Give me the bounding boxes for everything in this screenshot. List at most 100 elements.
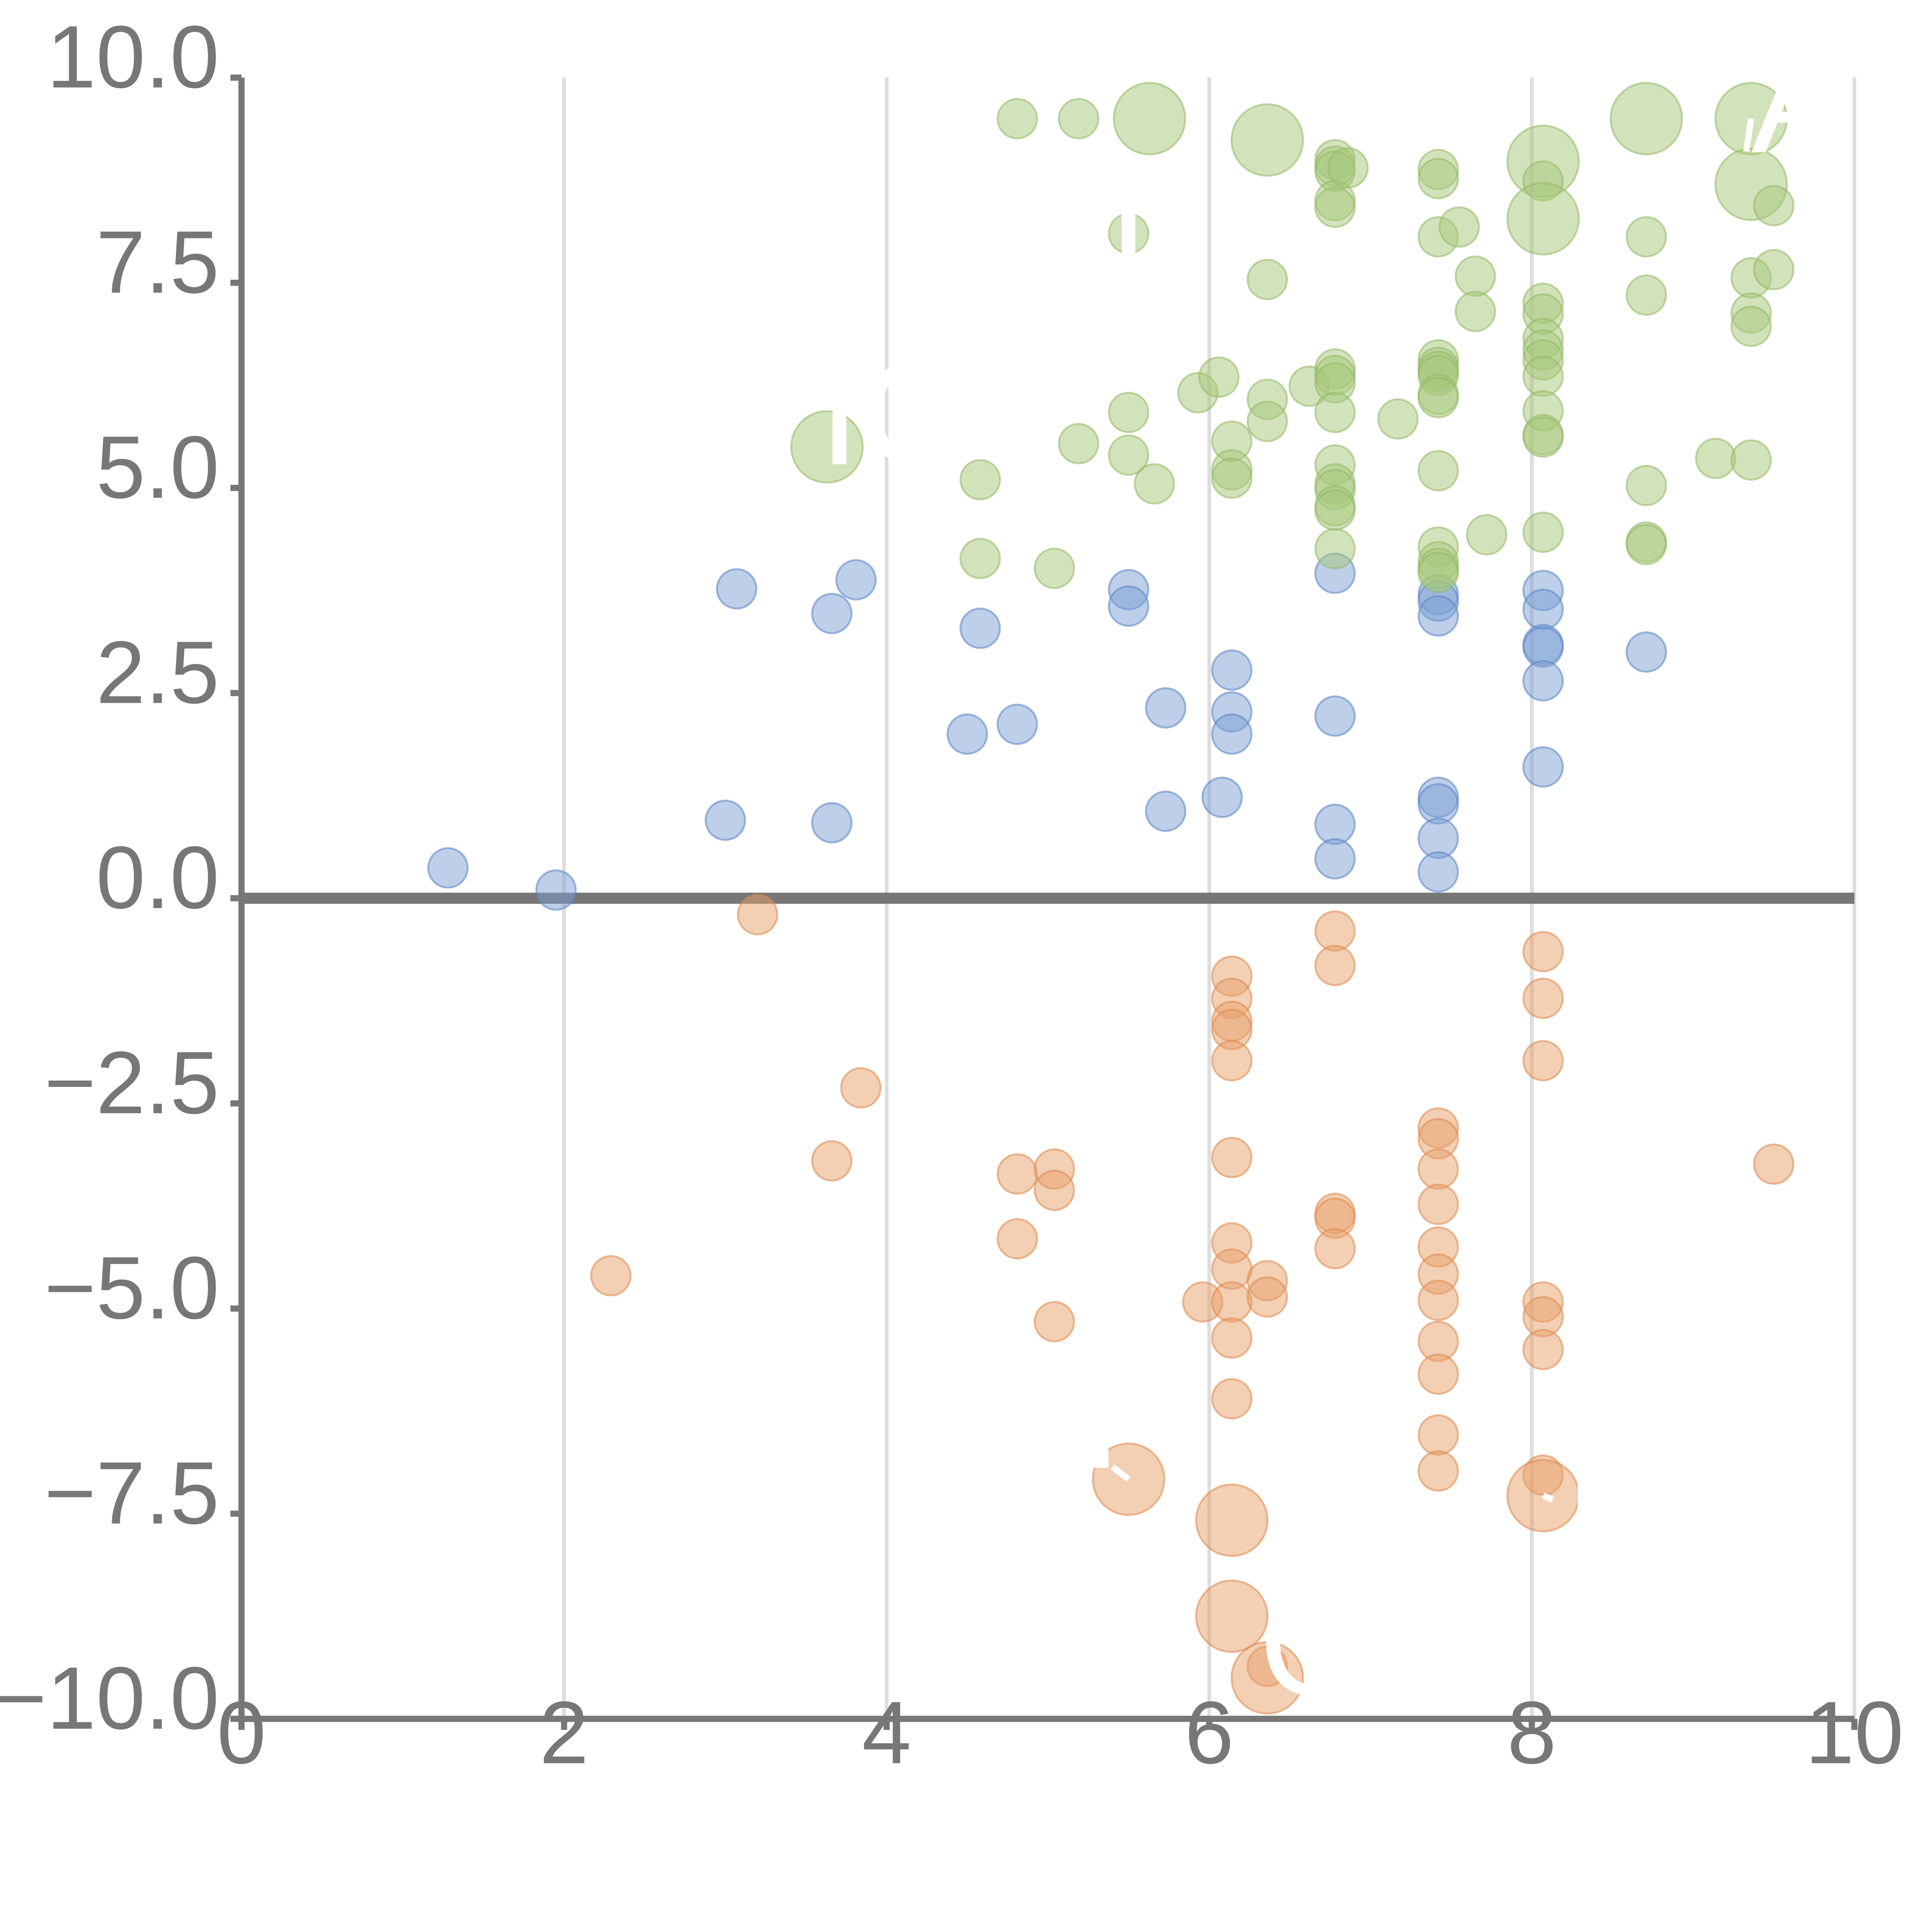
blue-bubble — [811, 593, 853, 634]
orange-bubble — [1195, 1483, 1269, 1557]
green-bubble — [1247, 259, 1288, 300]
green-bubble — [1058, 98, 1099, 139]
green-bubble — [1695, 437, 1736, 479]
callout-label: T — [1083, 126, 1174, 291]
data-points — [427, 82, 1794, 1715]
y-tick-label: 7.5 — [96, 212, 219, 311]
blue-bubble — [1626, 631, 1667, 673]
x-tick-label: 10 — [1805, 1683, 1903, 1782]
orange-bubble — [1417, 1450, 1459, 1492]
orange-bubble — [1417, 1148, 1459, 1190]
callout-label: O — [1259, 1562, 1374, 1727]
green-bubble — [1112, 82, 1187, 156]
green-bubble — [1506, 182, 1580, 256]
orange-bubble — [1034, 1170, 1075, 1211]
blue-bubble — [997, 703, 1038, 745]
blue-bubble — [1211, 649, 1253, 691]
orange-bubble — [1211, 1137, 1253, 1179]
blue-bubble — [427, 847, 469, 889]
blue-bubble — [811, 802, 853, 844]
orange-bubble — [1211, 1040, 1253, 1082]
y-tick-label: 10.0 — [47, 7, 219, 106]
blue-bubble — [959, 607, 1001, 649]
green-bubble — [1108, 434, 1150, 476]
blue-bubble — [946, 713, 988, 755]
orange-bubble — [590, 1255, 632, 1297]
y-tick-label: 2.5 — [96, 622, 219, 722]
green-bubble — [1626, 524, 1667, 565]
callout-label: N — [1014, 1335, 1121, 1500]
y-tick-label: −7.5 — [44, 1443, 219, 1543]
green-bubble — [1247, 401, 1288, 442]
green-bubble — [1108, 391, 1150, 433]
green-bubble — [1314, 391, 1356, 433]
green-bubble — [1417, 158, 1459, 199]
green-bubble — [1417, 450, 1459, 492]
tick-labels: −10.0 −7.5 −5.0 −2.5 0.0 2.5 5.0 7.5 10.0 0 2 4 6 8 10 — [0, 7, 1904, 1782]
orange-bubble — [1314, 1228, 1356, 1270]
orange-bubble — [1522, 1040, 1564, 1082]
green-bubble — [1230, 103, 1304, 177]
callout-leader — [1542, 1493, 1554, 1503]
blue-bubble — [1108, 585, 1150, 627]
orange-bubble — [1230, 1641, 1304, 1715]
orange-bubble — [811, 1140, 853, 1182]
orange-bubble — [1417, 1279, 1459, 1321]
green-bubble — [1108, 213, 1150, 254]
x-tick-label: 6 — [1185, 1683, 1234, 1782]
green-bubble — [1753, 185, 1794, 226]
blue-bubble — [1417, 595, 1459, 637]
orange-bubble — [1211, 1281, 1253, 1323]
green-bubble — [1626, 274, 1667, 316]
green-bubble — [1314, 489, 1356, 531]
orange-bubble — [1417, 1184, 1459, 1225]
blue-bubble — [1314, 838, 1356, 880]
orange-bubble — [1522, 1329, 1564, 1371]
annotations: IC A E O T N — [819, 19, 1850, 1727]
green-bubble — [1730, 305, 1772, 347]
blue-bubble — [716, 568, 758, 610]
callout-label: A — [1751, 19, 1850, 184]
green-bubble — [1198, 356, 1240, 398]
blue-bubble — [1201, 776, 1243, 818]
green-bubble — [1466, 514, 1507, 556]
y-tick-label: −2.5 — [44, 1033, 219, 1132]
callout-label: E — [1566, 1389, 1664, 1554]
orange-bubble — [1211, 1317, 1253, 1359]
x-tick-label: 4 — [862, 1683, 912, 1782]
orange-bubble — [737, 894, 779, 935]
green-bubble — [1626, 464, 1667, 506]
green-bubble — [1314, 186, 1356, 228]
green-bubble — [1133, 463, 1175, 505]
orange-bubble — [1195, 1579, 1269, 1653]
orange-bubble — [1417, 1414, 1459, 1456]
green-bubble — [1327, 147, 1369, 189]
orange-bubble — [1753, 1143, 1794, 1185]
orange-bubble — [1522, 931, 1564, 973]
orange-bubble — [1314, 945, 1356, 986]
callout-leader — [1111, 1464, 1131, 1482]
green-bubble — [1417, 551, 1459, 594]
blue-bubble — [1211, 713, 1253, 755]
blue-bubble — [835, 559, 877, 601]
orange-bubble — [1211, 1378, 1253, 1420]
green-bubble — [1211, 457, 1253, 499]
blue-bubble — [1522, 746, 1564, 788]
orange-bubble — [1522, 978, 1564, 1019]
callout-leader — [1743, 118, 1754, 152]
blue-bubble — [535, 869, 577, 911]
green-bubble — [1034, 548, 1075, 589]
green-bubble — [959, 537, 1001, 579]
green-bubble — [1753, 249, 1794, 291]
green-bubble — [1454, 255, 1496, 297]
orange-bubble — [1034, 1301, 1075, 1343]
green-bubble — [790, 410, 864, 484]
x-tick-label: 0 — [217, 1683, 266, 1782]
y-tick-label: −10.0 — [0, 1648, 219, 1748]
orange-bubble — [997, 1153, 1038, 1195]
green-bubble — [1730, 439, 1772, 481]
y-tick-label: −5.0 — [44, 1238, 219, 1337]
green-bubble — [1626, 216, 1667, 258]
green-bubble — [1522, 416, 1564, 458]
